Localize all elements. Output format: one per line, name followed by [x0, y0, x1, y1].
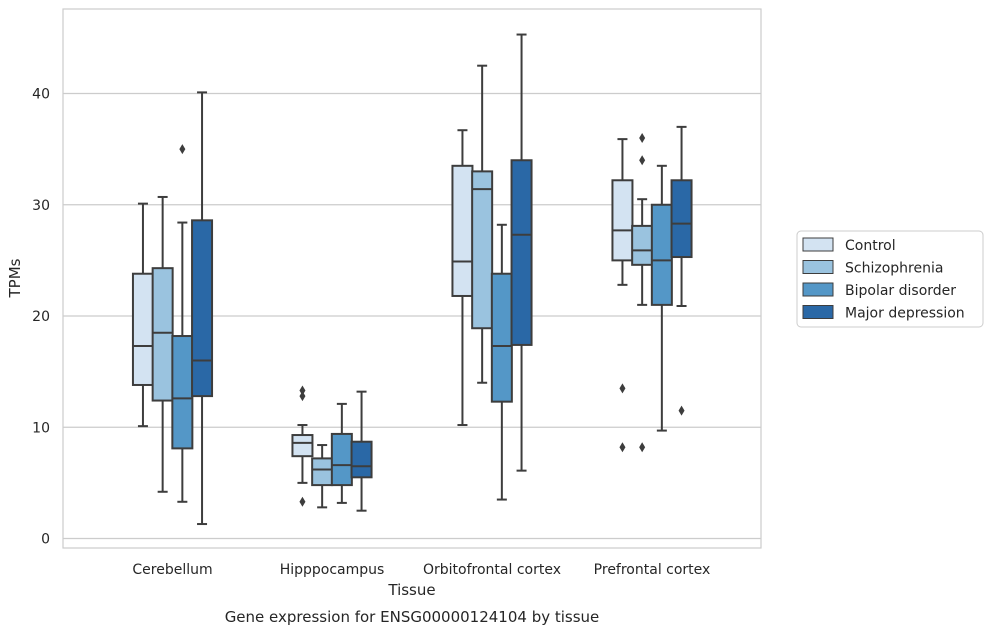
box-schizophrenia [471, 64, 494, 384]
iqr-box [650, 203, 673, 306]
plot-frame [62, 8, 762, 549]
box-major-depression [350, 390, 373, 512]
legend-frame [796, 230, 984, 328]
box-control [451, 129, 474, 427]
boxes [131, 33, 693, 526]
outlier-point [299, 391, 306, 402]
outlier-point [619, 442, 626, 453]
x-tick-label: Cerebellum [132, 562, 212, 578]
iqr-box [291, 434, 314, 458]
x-axis-label: Tissue [387, 581, 435, 599]
iqr-box [490, 272, 513, 403]
box-bipolar-disorder [650, 164, 673, 432]
outlier-point [639, 155, 646, 166]
y-tick-labels: 0 10 20 30 40 [32, 87, 50, 548]
box-bipolar-disorder [171, 144, 194, 503]
legend-swatch [802, 237, 834, 252]
iqr-box [330, 432, 353, 487]
y-tick-label: 10 [32, 420, 50, 436]
iqr-box [151, 267, 174, 402]
iqr-box [471, 170, 494, 330]
box-control [291, 385, 314, 507]
box-bipolar-disorder [330, 402, 353, 504]
iqr-box [131, 272, 154, 386]
outlier-point [179, 144, 186, 155]
chart-caption: Gene expression for ENSG00000124104 by t… [225, 608, 600, 626]
box-major-depression [510, 33, 533, 472]
legend-label: Major depression [845, 306, 965, 322]
legend-label: Bipolar disorder [845, 283, 956, 299]
box-schizophrenia [311, 444, 334, 509]
x-tick-label: Orbitofrontal cortex [423, 562, 561, 578]
box-control [131, 202, 154, 428]
y-tick-label: 40 [32, 87, 50, 103]
x-tick-label: Prefrontal cortex [594, 562, 711, 578]
x-tick-label: Hipppocampus [280, 562, 385, 578]
legend-label: Schizophrenia [845, 261, 943, 277]
iqr-box [350, 440, 373, 479]
legend-label: Control [845, 238, 896, 254]
iqr-box [171, 335, 194, 450]
y-axis-label: TPMs [6, 258, 24, 298]
box-schizophrenia [151, 195, 174, 493]
outlier-point [678, 405, 685, 416]
legend-swatch [802, 260, 834, 274]
outlier-point [639, 442, 646, 453]
box-major-depression [670, 125, 693, 416]
legend: Control Schizophrenia Bipolar disorder Majo… [796, 230, 984, 328]
box-bipolar-disorder [490, 223, 513, 501]
outlier-point [299, 385, 306, 396]
iqr-box [311, 457, 334, 487]
box-control [611, 138, 634, 453]
iqr-box [510, 159, 533, 346]
iqr-box [611, 179, 634, 262]
outlier-point [299, 496, 306, 507]
y-tick-label: 30 [32, 198, 50, 214]
iqr-box [451, 164, 474, 297]
box-schizophrenia [631, 133, 654, 453]
outlier-point [619, 383, 626, 394]
x-tick-labels: Cerebellum Hipppocampus Orbitofrontal cort… [132, 562, 710, 578]
legend-swatch [802, 305, 834, 319]
outlier-point [639, 133, 646, 143]
iqr-box [191, 219, 214, 398]
box-major-depression [191, 91, 214, 526]
iqr-box [631, 224, 654, 266]
iqr-box [670, 179, 693, 259]
y-tick-label: 20 [32, 309, 50, 325]
legend-swatch [802, 282, 834, 297]
y-tick-label: 0 [41, 532, 50, 548]
